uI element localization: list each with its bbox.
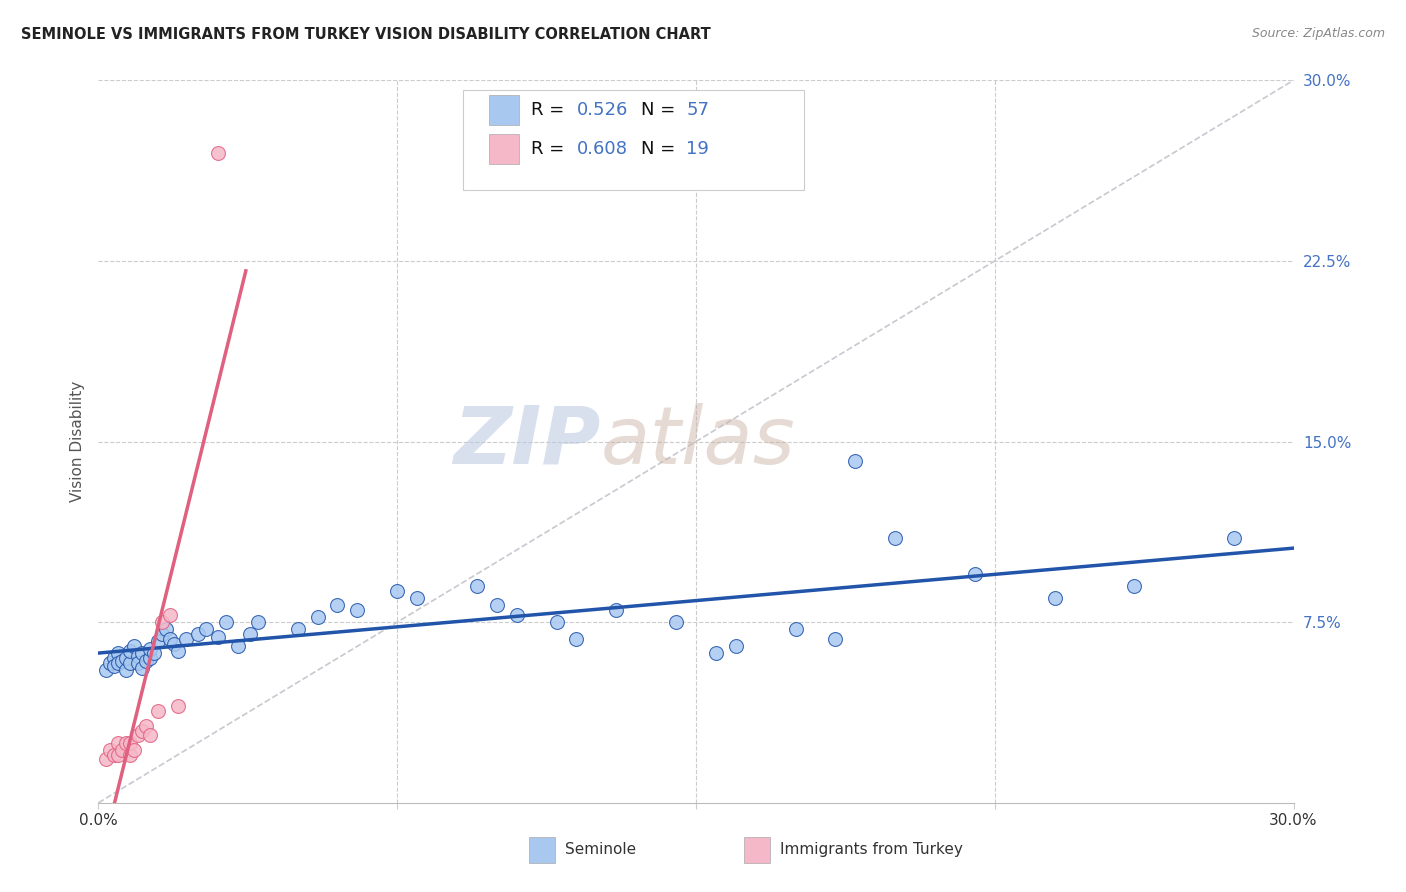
Point [844,454,866,468]
Point [103,651,125,665]
Point [96,664,118,678]
Point [963,567,986,582]
Text: N =: N = [641,101,681,119]
Point [174,632,197,646]
FancyBboxPatch shape [529,838,555,863]
Point [148,634,170,648]
Point [127,648,149,663]
Point [215,615,238,630]
Point [605,603,627,617]
Point [1043,591,1066,605]
Point [785,623,807,637]
Point [1123,579,1146,593]
Text: R =: R = [531,140,569,158]
Text: Source: ZipAtlas.com: Source: ZipAtlas.com [1251,27,1385,40]
Point [406,591,429,605]
Point [139,641,162,656]
Point [1223,531,1246,545]
Point [150,615,173,630]
Point [115,735,138,749]
Point [385,583,409,598]
Point [159,607,181,622]
Point [665,615,688,630]
Point [148,704,170,718]
Point [98,656,122,670]
Point [226,639,249,653]
Point [150,627,173,641]
Point [239,627,262,641]
Point [287,623,309,637]
FancyBboxPatch shape [489,95,519,125]
Point [704,647,727,661]
Point [115,664,138,678]
Point [506,607,529,622]
Text: 57: 57 [686,101,710,119]
Point [120,656,142,670]
Point [135,654,157,668]
Point [187,627,209,641]
Text: ZIP: ZIP [453,402,600,481]
Point [107,647,129,661]
Point [124,639,146,653]
Point [307,610,329,624]
Point [103,747,125,762]
Point [724,639,747,653]
Point [107,735,129,749]
Point [111,654,134,668]
Point [346,603,368,617]
Point [139,651,162,665]
Text: Seminole: Seminole [565,842,636,857]
Point [246,615,269,630]
Point [546,615,568,630]
Text: N =: N = [641,140,681,158]
Point [135,719,157,733]
Point [167,644,190,658]
Text: Immigrants from Turkey: Immigrants from Turkey [780,842,963,857]
Text: 19: 19 [686,140,709,158]
Point [107,747,129,762]
Point [107,656,129,670]
Point [465,579,488,593]
Text: 0.526: 0.526 [576,101,628,119]
Point [131,661,153,675]
Point [103,658,125,673]
Point [120,747,142,762]
FancyBboxPatch shape [463,90,804,190]
Point [207,145,229,160]
Text: 0.608: 0.608 [576,140,627,158]
Point [120,644,142,658]
Point [120,735,142,749]
Point [111,743,134,757]
FancyBboxPatch shape [744,838,770,863]
Point [131,723,153,738]
Point [143,647,166,661]
Y-axis label: Vision Disability: Vision Disability [69,381,84,502]
Point [167,699,190,714]
Point [127,728,149,742]
Point [96,752,118,766]
Point [207,630,229,644]
Point [163,637,186,651]
Point [326,599,349,613]
Text: atlas: atlas [600,402,796,481]
Text: R =: R = [531,101,569,119]
Point [485,599,508,613]
Point [98,743,122,757]
Point [155,623,177,637]
Point [884,531,907,545]
Point [565,632,588,646]
Point [139,728,162,742]
Point [127,656,149,670]
Point [124,743,146,757]
FancyBboxPatch shape [489,134,519,164]
Point [131,647,153,661]
Point [824,632,846,646]
Text: SEMINOLE VS IMMIGRANTS FROM TURKEY VISION DISABILITY CORRELATION CHART: SEMINOLE VS IMMIGRANTS FROM TURKEY VISIO… [21,27,711,42]
Point [159,632,181,646]
Point [195,623,218,637]
Point [115,651,138,665]
